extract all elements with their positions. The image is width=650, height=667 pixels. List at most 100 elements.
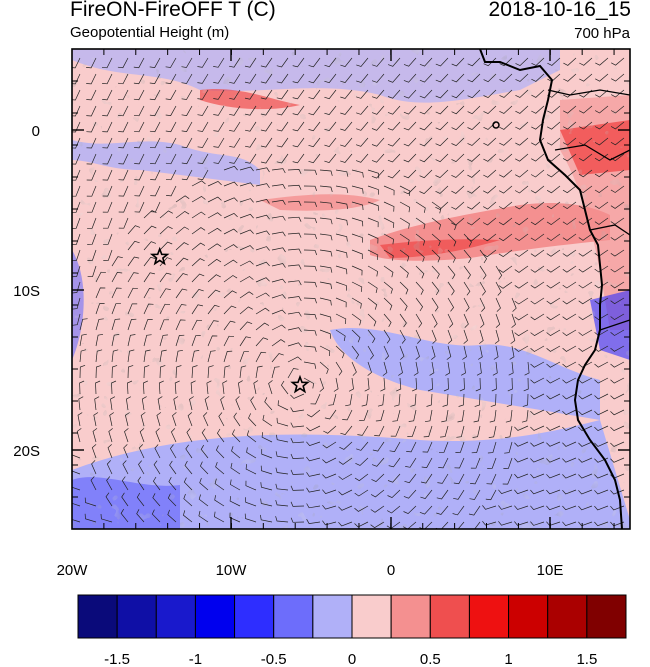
wind-barb xyxy=(303,281,317,288)
wind-barb xyxy=(383,233,394,245)
wind-barb xyxy=(134,137,145,149)
wind-barb xyxy=(250,396,257,411)
level-label: 700 hPa xyxy=(574,25,630,42)
wind-barb xyxy=(436,489,449,500)
wind-barb xyxy=(175,195,190,203)
field-texture xyxy=(72,49,630,529)
wind-barb xyxy=(223,212,238,219)
wind-barb xyxy=(490,393,497,407)
wind-barb xyxy=(108,428,113,443)
wind-barb xyxy=(245,121,257,132)
wind-barb xyxy=(260,73,273,84)
wind-barb xyxy=(530,409,545,416)
wind-barb xyxy=(610,137,625,146)
wind-barb xyxy=(387,489,401,499)
wind-barb xyxy=(419,505,433,515)
wind-barb xyxy=(125,412,130,427)
wind-barb xyxy=(431,265,440,279)
wind-barb xyxy=(181,137,193,148)
wind-barb xyxy=(255,230,270,236)
wind-barb xyxy=(578,473,593,479)
wind-barb xyxy=(578,265,593,273)
wind-barb xyxy=(435,89,449,99)
wind-barb xyxy=(335,265,348,275)
wind-barb xyxy=(371,121,385,131)
wind-barb xyxy=(110,396,116,411)
wind-barb xyxy=(245,137,257,148)
wind-barb xyxy=(403,521,417,529)
wind-barb xyxy=(359,409,369,421)
wind-barb xyxy=(197,153,209,164)
wind-barb xyxy=(482,249,497,258)
wind-barb xyxy=(213,73,225,84)
wind-barb xyxy=(595,105,609,114)
wind-barb xyxy=(229,153,241,164)
wind-barb xyxy=(124,428,129,443)
wind-barb xyxy=(399,233,410,246)
wind-barb xyxy=(514,489,529,495)
wind-barb xyxy=(463,281,471,296)
colorbar-label: 1 xyxy=(504,651,512,667)
wind-barb xyxy=(167,493,177,507)
wind-barb xyxy=(461,361,466,376)
wind-barb xyxy=(95,303,105,315)
wind-barb xyxy=(506,393,513,407)
wind-barb xyxy=(102,201,113,213)
x-tick-label: 20W xyxy=(57,562,89,579)
wind-barb xyxy=(452,521,465,529)
wind-barb xyxy=(207,335,218,347)
wind-barb xyxy=(435,121,449,131)
wind-barb xyxy=(290,469,305,475)
wind-barb xyxy=(207,320,219,331)
wind-barb xyxy=(191,242,206,251)
wind-barb xyxy=(354,473,369,482)
wind-barb xyxy=(159,349,167,363)
wind-barb xyxy=(372,441,385,452)
wind-barb xyxy=(610,425,625,432)
wind-barb xyxy=(198,494,209,507)
wind-barb xyxy=(594,265,609,273)
wind-barb xyxy=(498,505,513,510)
wind-barb xyxy=(287,368,299,379)
wind-barb xyxy=(197,73,209,84)
wind-barb xyxy=(594,169,609,178)
wind-barb xyxy=(610,265,625,273)
wind-barb xyxy=(127,334,136,347)
wind-barb xyxy=(562,425,577,432)
wind-barb xyxy=(356,73,369,83)
wind-barb xyxy=(515,137,529,146)
colorbar-swatch xyxy=(194,594,236,639)
wind-barb xyxy=(230,462,241,475)
wind-barb xyxy=(87,201,97,213)
wind-barb xyxy=(199,477,209,491)
wind-barb xyxy=(207,243,222,251)
wind-barb xyxy=(143,319,153,331)
wind-barb xyxy=(546,345,561,352)
wind-barb xyxy=(159,303,171,315)
wind-barb xyxy=(515,169,529,178)
wind-barb xyxy=(377,393,385,407)
wind-barb xyxy=(503,457,513,469)
wind-barb xyxy=(562,185,577,194)
wind-barb xyxy=(276,73,289,84)
wind-barb xyxy=(399,249,410,262)
wind-barb xyxy=(530,505,545,511)
wind-barb xyxy=(351,345,360,360)
wind-barb xyxy=(159,319,169,331)
wind-barb xyxy=(371,473,385,483)
wind-barb xyxy=(170,428,177,443)
wind-barb xyxy=(447,249,456,263)
wind-barb xyxy=(415,265,425,279)
wind-barb xyxy=(562,153,577,162)
wind-barb xyxy=(578,441,593,447)
wind-barb xyxy=(181,89,193,100)
wind-barb xyxy=(546,249,561,257)
wind-barb xyxy=(118,121,129,133)
wind-barb xyxy=(546,233,561,241)
wind-barb xyxy=(186,428,193,443)
wind-barb xyxy=(303,249,318,256)
wind-barb xyxy=(451,217,465,226)
wind-barb xyxy=(467,169,481,178)
wind-barb xyxy=(470,457,481,469)
wind-barb xyxy=(86,169,97,181)
